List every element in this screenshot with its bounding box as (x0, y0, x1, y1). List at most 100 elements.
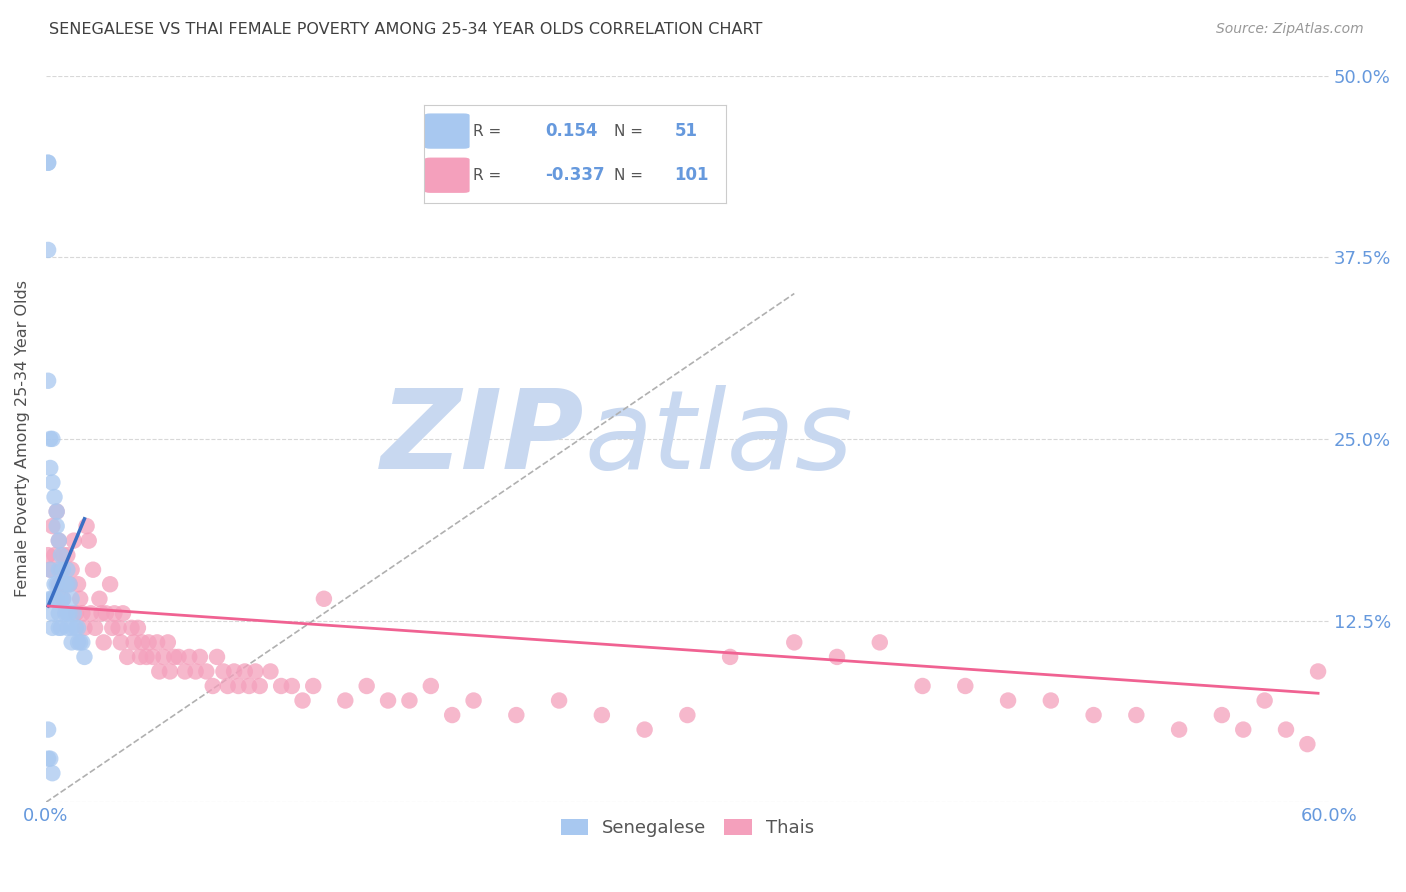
Thais (39, 563, 62, 577)
Thais (997, 693, 1019, 707)
Thais (76, 519, 98, 533)
Thais (72, 607, 94, 621)
Thais (60, 563, 83, 577)
Thais (53, 577, 76, 591)
Thais (45, 505, 67, 519)
Thais (217, 679, 239, 693)
Senegalese (58, 577, 80, 591)
Senegalese (48, 621, 70, 635)
Senegalese (53, 577, 76, 591)
Thais (65, 607, 87, 621)
Senegalese (45, 505, 67, 519)
Y-axis label: Female Poverty Among 25-34 Year Olds: Female Poverty Among 25-34 Year Olds (15, 280, 30, 598)
Thais (676, 708, 699, 723)
Thais (146, 635, 169, 649)
Thais (1125, 708, 1147, 723)
Thais (101, 621, 124, 635)
Senegalese (69, 635, 91, 649)
Thais (249, 679, 271, 693)
Legend: Senegalese, Thais: Senegalese, Thais (554, 812, 821, 844)
Senegalese (41, 475, 63, 490)
Thais (245, 665, 267, 679)
Thais (184, 665, 207, 679)
Senegalese (67, 635, 90, 649)
Thais (1083, 708, 1105, 723)
Senegalese (44, 577, 66, 591)
Thais (121, 621, 143, 635)
Thais (167, 649, 190, 664)
Thais (224, 665, 246, 679)
Thais (37, 548, 59, 562)
Senegalese (37, 723, 59, 737)
Thais (179, 649, 201, 664)
Thais (127, 621, 149, 635)
Senegalese (52, 591, 75, 606)
Thais (90, 607, 112, 621)
Senegalese (52, 563, 75, 577)
Thais (89, 591, 111, 606)
Thais (201, 679, 224, 693)
Senegalese (56, 607, 79, 621)
Thais (718, 649, 741, 664)
Thais (377, 693, 399, 707)
Thais (52, 591, 75, 606)
Senegalese (37, 752, 59, 766)
Thais (111, 607, 134, 621)
Thais (138, 635, 160, 649)
Thais (463, 693, 485, 707)
Senegalese (39, 591, 62, 606)
Thais (73, 621, 96, 635)
Thais (48, 533, 70, 548)
Thais (110, 635, 132, 649)
Senegalese (60, 591, 83, 606)
Thais (122, 635, 145, 649)
Thais (212, 665, 235, 679)
Thais (259, 665, 281, 679)
Thais (398, 693, 420, 707)
Senegalese (67, 621, 90, 635)
Senegalese (60, 635, 83, 649)
Thais (1211, 708, 1233, 723)
Thais (911, 679, 934, 693)
Thais (633, 723, 655, 737)
Thais (238, 679, 260, 693)
Senegalese (56, 577, 79, 591)
Text: atlas: atlas (585, 385, 853, 492)
Thais (77, 533, 100, 548)
Thais (281, 679, 304, 693)
Senegalese (44, 591, 66, 606)
Thais (107, 621, 129, 635)
Thais (69, 591, 91, 606)
Thais (1039, 693, 1062, 707)
Senegalese (37, 155, 59, 169)
Thais (312, 591, 335, 606)
Senegalese (37, 374, 59, 388)
Thais (82, 563, 104, 577)
Thais (163, 649, 186, 664)
Thais (1253, 693, 1275, 707)
Senegalese (48, 533, 70, 548)
Senegalese (39, 752, 62, 766)
Senegalese (41, 621, 63, 635)
Thais (1232, 723, 1254, 737)
Thais (48, 577, 70, 591)
Senegalese (56, 563, 79, 577)
Senegalese (45, 591, 67, 606)
Senegalese (39, 461, 62, 475)
Thais (270, 679, 292, 693)
Senegalese (39, 563, 62, 577)
Thais (84, 621, 107, 635)
Senegalese (62, 607, 84, 621)
Senegalese (56, 621, 79, 635)
Senegalese (48, 563, 70, 577)
Senegalese (72, 635, 94, 649)
Thais (188, 649, 211, 664)
Thais (41, 519, 63, 533)
Senegalese (37, 155, 59, 169)
Senegalese (45, 519, 67, 533)
Senegalese (48, 607, 70, 621)
Text: Source: ZipAtlas.com: Source: ZipAtlas.com (1216, 22, 1364, 37)
Senegalese (58, 607, 80, 621)
Senegalese (49, 621, 72, 635)
Senegalese (60, 621, 83, 635)
